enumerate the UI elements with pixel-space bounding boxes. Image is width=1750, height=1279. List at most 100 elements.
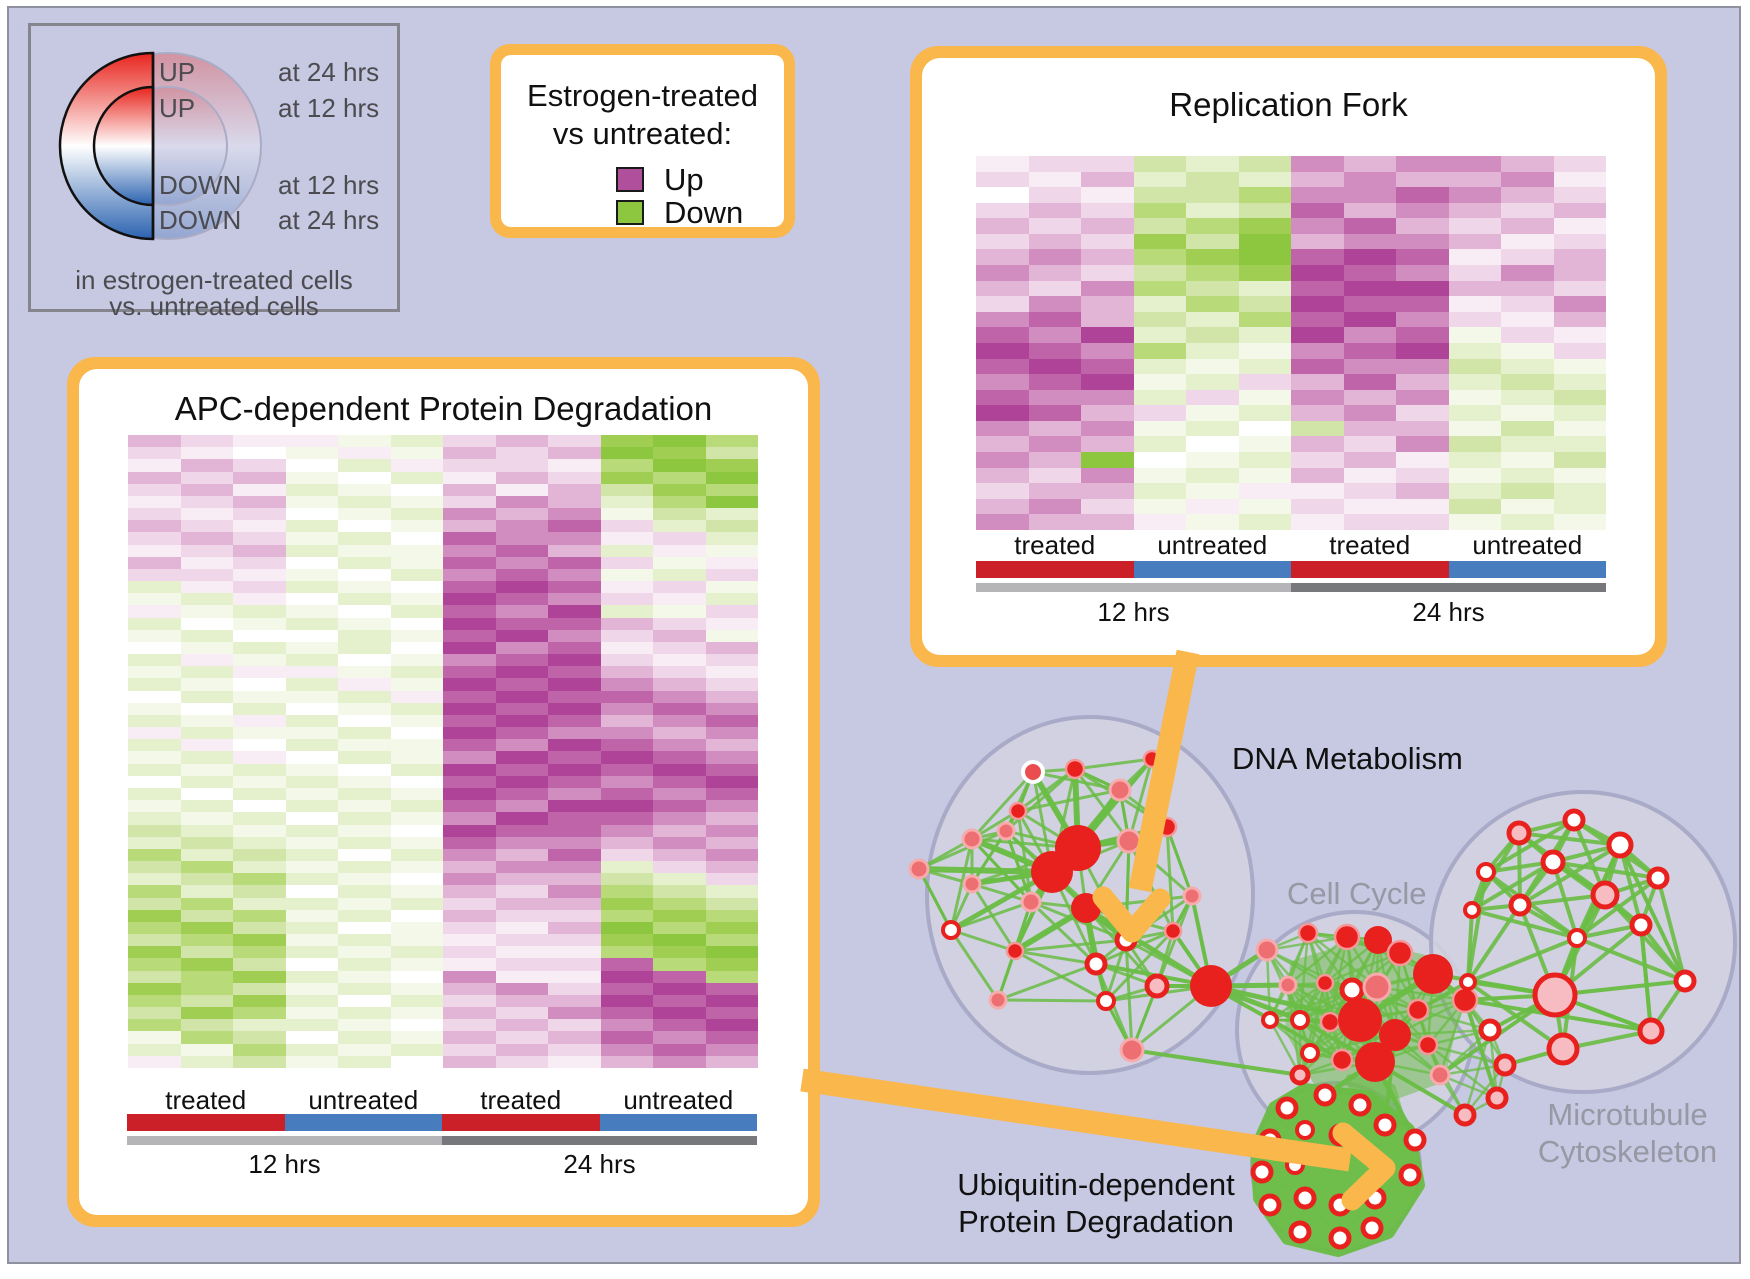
heatmap-cell: [1501, 233, 1554, 250]
heatmap-cell: [548, 727, 601, 740]
heatmap-cell: [390, 1007, 443, 1020]
heatmap-cell: [390, 641, 443, 655]
heatmap-cell: [1028, 202, 1081, 219]
heatmap-cell: [600, 471, 653, 484]
heatmap-cell: [390, 568, 443, 582]
heatmap-cell: [338, 556, 391, 569]
heatmap-cell: [1133, 514, 1186, 530]
heatmap-cell: [1186, 311, 1239, 328]
heatmap-cell: [128, 678, 181, 691]
heatmap-cell: [1396, 358, 1449, 375]
heatmap-cell: [1238, 327, 1291, 343]
heatmap-cell: [1186, 171, 1239, 188]
reg-up-12-time: at 12 hrs: [278, 93, 380, 123]
heatmap-cell: [1343, 171, 1396, 188]
heatmap-cell: [600, 641, 653, 655]
heatmap-cell: [976, 327, 1029, 343]
heatmap-cell: [705, 861, 758, 874]
heatmap-cell: [705, 678, 758, 691]
heatmap-cell: [128, 702, 181, 715]
group-label-treated-2: treated: [480, 1085, 562, 1115]
heatmap-cell: [1553, 171, 1606, 188]
heatmap-cell: [390, 1043, 443, 1056]
heatmap-cell: [1133, 156, 1186, 172]
heatmap-cell: [1291, 498, 1344, 515]
heatmap-cell: [1553, 218, 1606, 234]
heatmap-cell: [653, 958, 706, 971]
heatmap-cell: [548, 641, 601, 655]
heatmap-cell: [128, 727, 181, 740]
heatmap-cell: [390, 678, 443, 691]
heatmap-cell: [653, 812, 706, 825]
heatmap-cell: [180, 727, 233, 740]
heatmap-cell: [495, 495, 548, 509]
heatmap-cell: [1186, 436, 1239, 453]
heatmap-cell: [600, 666, 653, 679]
heatmap-cell: [233, 714, 286, 728]
heatmap-cell: [976, 342, 1029, 359]
heatmap-cell: [128, 824, 181, 837]
heatmap-cell: [443, 447, 496, 460]
network-node-s: [1330, 1048, 1354, 1072]
heatmap-cell: [600, 702, 653, 715]
heatmap-cell: [1448, 358, 1501, 375]
heatmap-cell: [653, 678, 706, 691]
heatmap-cell: [653, 861, 706, 874]
heatmap-cell: [1028, 358, 1081, 375]
heatmap-cell: [495, 690, 548, 703]
network-node-s: [1031, 851, 1073, 893]
network-node-rp: [1485, 1086, 1509, 1110]
heatmap-cell: [285, 788, 338, 801]
heatmap-cell: [705, 1055, 758, 1068]
heatmap-cell: [1238, 187, 1291, 203]
heatmap-cell: [653, 739, 706, 752]
heatmap-cell: [128, 666, 181, 679]
heatmap-cell: [495, 483, 548, 496]
heatmap-cell: [1343, 233, 1396, 250]
heatmap-cell: [1553, 436, 1606, 453]
heatmap-cell: [285, 824, 338, 837]
heatmap-cell: [443, 873, 496, 886]
heatmap-cell: [600, 495, 653, 509]
heatmap-cell: [1186, 405, 1239, 421]
network-node-rw: [1360, 1216, 1384, 1240]
heatmap-cell: [600, 532, 653, 545]
heatmap-cell: [495, 459, 548, 472]
heatmap-cell: [128, 629, 181, 642]
network-node-rw: [1398, 1163, 1422, 1187]
heatmap-cell: [1028, 280, 1081, 297]
heatmap-cell: [128, 934, 181, 947]
heatmap-cell: [443, 435, 496, 448]
heatmap-cell: [705, 459, 758, 472]
heatmap-cell: [1028, 405, 1081, 421]
heatmap-cell: [128, 909, 181, 922]
heatmap-cell: [443, 1055, 496, 1068]
heatmap-cell: [1133, 452, 1186, 468]
heatmap-cell: [1501, 483, 1554, 499]
network-edge: [1104, 929, 1175, 1003]
direction-legend-box: Estrogen-treated vs untreated: Up Down: [490, 44, 795, 238]
network-edge: [1165, 826, 1175, 932]
network-node-rw: [1288, 1220, 1312, 1244]
heatmap-cell: [285, 800, 338, 813]
heatmap-cell: [600, 617, 653, 630]
heatmap-cell: [1238, 374, 1291, 390]
reg-down-12-dir: DOWN: [159, 170, 242, 200]
heatmap-cell: [1133, 405, 1186, 421]
heatmap-cell: [548, 483, 601, 496]
network-edge: [1463, 999, 1499, 1099]
heatmap-cell: [1133, 358, 1186, 375]
heatmap-cell: [653, 763, 706, 776]
ubiquitin-label: Ubiquitin-dependent Protein Degradation: [957, 1167, 1235, 1239]
heatmap-cell: [1448, 436, 1501, 453]
heatmap-cell: [705, 751, 758, 764]
heatmap-cell: [233, 471, 286, 484]
heatmap-cell: [390, 666, 443, 679]
heatmap-cell: [653, 1055, 706, 1068]
heatmap-cell: [443, 982, 496, 995]
heatmap-cell: [495, 702, 548, 715]
heatmap-cell: [548, 848, 601, 862]
group-label-untreated-1: untreated: [308, 1085, 419, 1115]
heatmap-cell: [548, 1007, 601, 1020]
heatmap-cell: [1343, 374, 1396, 390]
